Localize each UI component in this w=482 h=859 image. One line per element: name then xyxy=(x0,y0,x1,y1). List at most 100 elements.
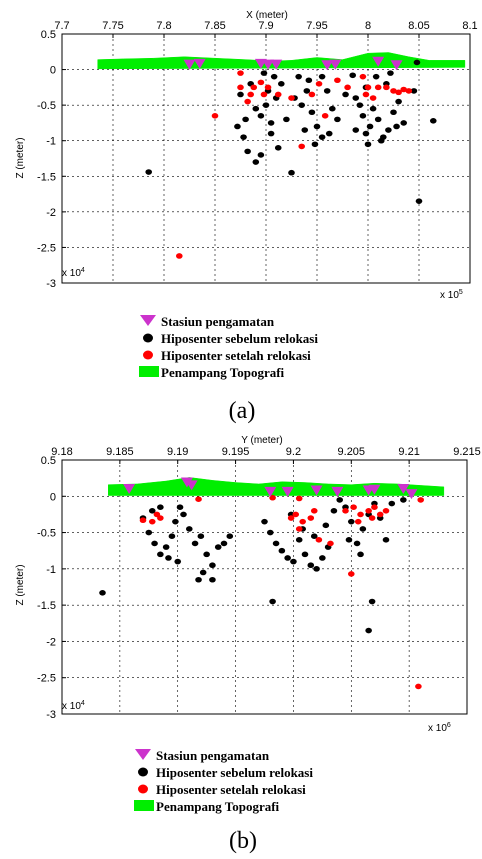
x-axis-label-b: Y (meter) xyxy=(241,435,283,446)
hypocenter-after-point xyxy=(295,495,303,502)
hypocenter-before-point xyxy=(209,562,216,569)
hypocenter-after-point xyxy=(415,683,422,690)
hypocenter-after-point xyxy=(357,511,364,518)
hypocenter-after-point xyxy=(298,143,306,150)
hypocenter-before-point xyxy=(288,169,295,176)
hypocenter-before-point xyxy=(357,551,364,558)
hypocenter-before-point xyxy=(162,544,170,550)
station-marker xyxy=(329,59,342,70)
hypocenter-after-point xyxy=(376,511,384,518)
hypocenter-before-point xyxy=(372,73,380,80)
hypocenter-before-point xyxy=(99,590,106,596)
hypocenter-before-point xyxy=(415,198,423,204)
hypocenter-after-point xyxy=(148,518,156,525)
legend-entry: Penampang Topografi xyxy=(139,365,285,380)
grid-a xyxy=(62,34,470,283)
hypocenter-after-point xyxy=(350,504,357,510)
station-marker xyxy=(310,485,323,496)
hypocenter-before-point xyxy=(203,551,210,558)
y-tick-label: -2.5 xyxy=(37,673,56,685)
y-tick-label: 0.5 xyxy=(41,455,56,467)
legend-label: Penampang Topografi xyxy=(156,799,280,814)
legend-entry: Penampang Topografi xyxy=(134,799,280,814)
hypocenter-after-point xyxy=(315,537,323,543)
hypocenter-after-point xyxy=(288,95,295,101)
hypocenter-after-point xyxy=(295,526,303,532)
panel-b: Y (meter) 9.18 9.185 9.19 9.195 9.2 9.205 9.21… xyxy=(15,435,481,854)
hypocenter-after-point xyxy=(269,494,276,501)
y-axis-label-b: Z (meter) xyxy=(15,564,26,605)
hypocenter-before-point xyxy=(270,73,278,80)
hypocenter-after-point xyxy=(244,98,251,105)
x-ticks-a: 7.7 7.75 7.8 7.85 7.9 7.95 8 8.05 8.1 xyxy=(54,20,478,38)
legend-entry: Hiposenter sebelum relokasi xyxy=(138,765,313,780)
hypocenter-after-point xyxy=(359,73,367,80)
hypocenter-before-point xyxy=(157,504,164,510)
y-tick-label: -3 xyxy=(46,278,56,290)
hypocenter-before-point xyxy=(197,533,205,539)
hypocenter-after-point xyxy=(308,91,316,98)
legend-entry: Hiposenter setelah relokasi xyxy=(138,782,306,797)
panel-a: X (meter) 7.7 7.75 7.8 7.85 7.9 7.95 8 8.05 8.1 … xyxy=(15,10,478,424)
legend-label: Hiposenter setelah relokasi xyxy=(161,348,311,363)
x-axis-label-a: X (meter) xyxy=(246,10,288,21)
legend-swatch xyxy=(135,749,151,760)
hypocenter-after-point xyxy=(400,86,408,93)
hypocenter-before-point xyxy=(174,558,182,565)
hypocenter-before-point xyxy=(429,117,437,124)
hypocenter-after-point xyxy=(371,504,378,510)
station-marker xyxy=(331,486,344,497)
hypocenter-after-point xyxy=(315,81,323,87)
hypocenter-after-point xyxy=(342,508,349,514)
y-tick-label: -1.5 xyxy=(37,171,56,183)
hypocenter-before-point xyxy=(390,109,397,116)
x-tick-label: 9.21 xyxy=(398,446,419,458)
hypocenter-after-point xyxy=(383,84,390,91)
y-tick-label: -0.5 xyxy=(37,100,56,112)
hypocenter-before-point xyxy=(393,123,400,130)
station-marker xyxy=(397,484,410,495)
hypocenter-before-point xyxy=(172,518,179,525)
hypocenter-before-point xyxy=(290,558,297,565)
hypocenter-before-point xyxy=(180,511,187,518)
hypocenter-before-point xyxy=(410,88,418,94)
legend-swatch xyxy=(140,315,156,326)
hypocenter-before-point xyxy=(325,130,333,137)
hypocenter-before-point xyxy=(240,134,247,140)
hypocenter-before-point xyxy=(191,540,199,547)
y-multiplier-b: x 104 xyxy=(62,700,85,712)
hypocenter-after-point xyxy=(310,508,318,514)
hypocenter-before-point xyxy=(145,169,152,175)
topography-band xyxy=(108,477,445,496)
hypocenter-after-point xyxy=(139,517,147,524)
legend-b: Stasiun pengamatan Hiposenter sebelum rel… xyxy=(134,748,313,814)
station-marker xyxy=(123,484,136,495)
station-marker xyxy=(405,489,418,500)
hypocenter-before-point xyxy=(352,95,360,101)
hypocenter-after-point xyxy=(362,91,370,98)
hypocenter-after-point xyxy=(390,88,397,94)
legend-swatch xyxy=(139,366,159,377)
y-tick-label: -1 xyxy=(46,564,56,576)
legend-swatch xyxy=(143,333,153,343)
hypocenter-before-point xyxy=(226,533,234,539)
legend-entry: Hiposenter setelah relokasi xyxy=(143,348,311,363)
hypocenter-after-point xyxy=(299,518,306,525)
legend-swatch xyxy=(143,350,153,360)
hypocenter-after-point xyxy=(250,84,258,91)
legend-label: Hiposenter sebelum relokasi xyxy=(161,331,318,346)
hypocenter-before-point xyxy=(322,522,330,529)
hypocenter-before-point xyxy=(185,526,193,532)
legend-swatch xyxy=(138,767,148,777)
hypocenter-before-point xyxy=(359,526,367,532)
hypocenter-before-point xyxy=(365,627,372,634)
hypocenter-after-point xyxy=(176,253,183,259)
hypocenter-before-point xyxy=(244,148,251,155)
hypocenter-before-point xyxy=(267,130,275,137)
legend-entry: Stasiun pengamatan xyxy=(135,748,270,763)
hypocenter-after-point xyxy=(257,79,265,86)
station-marker xyxy=(264,486,277,497)
hypocenter-before-point xyxy=(242,116,249,123)
hypocenter-before-point xyxy=(165,555,172,561)
y-multiplier-a: x 104 xyxy=(62,267,85,279)
